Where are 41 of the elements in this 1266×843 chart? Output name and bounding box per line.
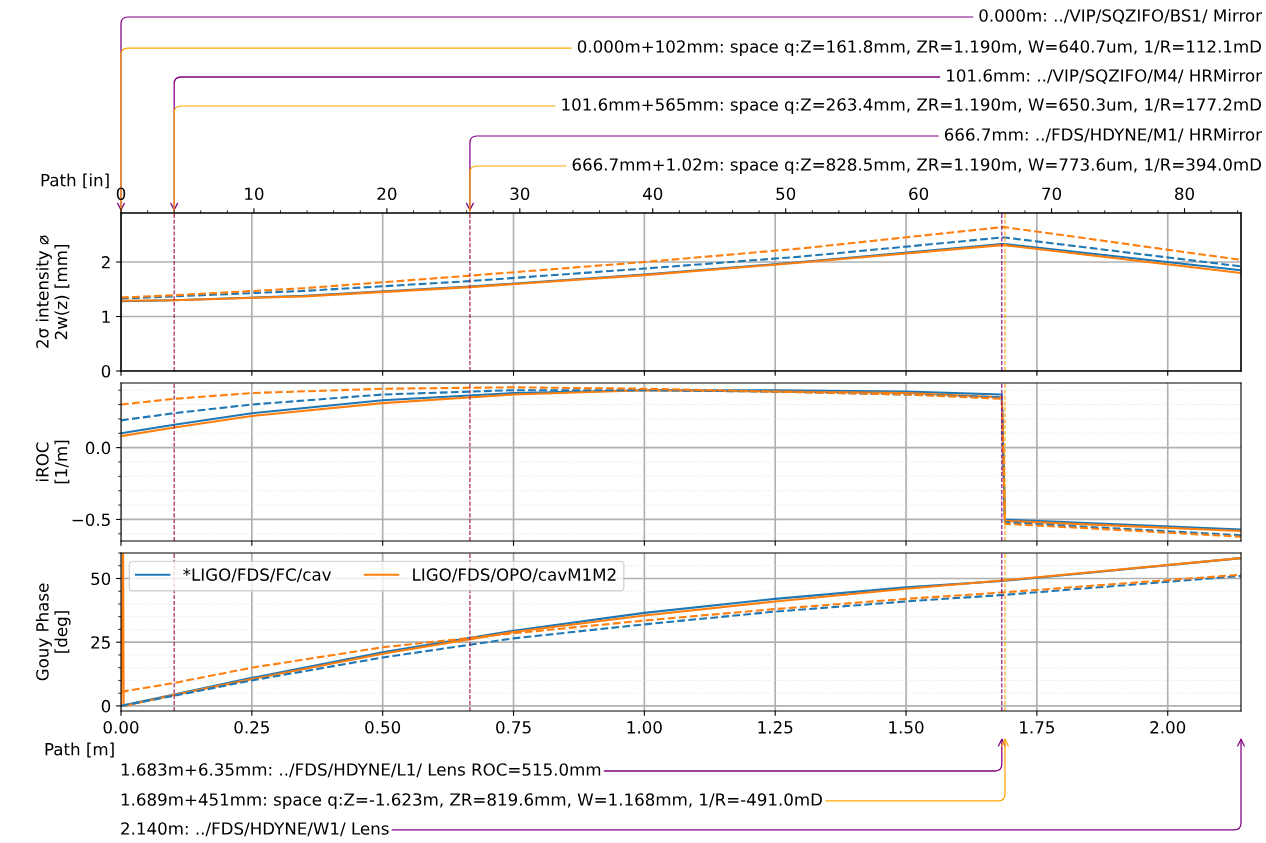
x-tick-label: 0.00 (103, 721, 139, 734)
x-tick-label: 1.00 (627, 721, 662, 734)
x-tick-label: 1.50 (889, 721, 924, 734)
x2-tick-label: 80 (1175, 187, 1194, 201)
y-tick-label: 2 (101, 256, 110, 269)
text: 666.7mm+1.02m: space q:Z=828.5mm, ZR=1.190m, W=773.6um, 1/R=394.0mD (572, 158, 1262, 175)
text: 1.689m+451mm: space q:Z=-1.623m, ZR=819.6mm, W=1.168mm, 1/R=-491.0mD (121, 793, 822, 810)
x-tick-label: 0.25 (234, 721, 269, 734)
y-tick-label: −0.5 (72, 513, 110, 527)
x2-tick-label: 30 (510, 187, 530, 201)
x2-tick-label: 10 (245, 187, 264, 201)
legend-label: LIGO/FDS/OPO/cavM1M2 (413, 568, 616, 583)
x-tick-label: 0.75 (496, 721, 531, 734)
x2-tick-label: 40 (642, 187, 663, 201)
x2-axis-title: Path [in] (41, 173, 109, 189)
x-tick-label: 1.75 (1020, 721, 1054, 734)
y-tick-label: 0 (101, 699, 111, 713)
x2-tick-label: 60 (909, 187, 929, 201)
y-tick-label: 50 (91, 572, 111, 586)
y-tick-label: 0 (101, 364, 111, 378)
x-tick-label: 1.25 (758, 721, 793, 734)
x2-tick-label: 50 (776, 187, 796, 201)
y-tick-label: 25 (91, 636, 110, 649)
y-tick-label: 1 (102, 310, 110, 323)
text: 1.683m+6.35mm: ../FDS/HDYNE/L1/ Lens ROC=515.0mm (121, 763, 601, 778)
text: 666.7mm: ../FDS/HDYNE/M1/ HRMirror (944, 127, 1262, 143)
x2-tick-label: 20 (377, 187, 397, 201)
text: 0.000m: ../VIP/SQZIFO/BS1/ Mirror (979, 8, 1262, 24)
y-tick-label: 0.0 (85, 441, 111, 455)
y-axis-title: 2σ intensity ⌀ 2w(z) [mm] (35, 235, 70, 348)
text: 101.6mm: ../VIP/SQZIFO/M4/ HRMirror (947, 68, 1262, 84)
text: 0.000m+102mm: space q:Z=161.8mm, ZR=1.190m, W=640.7um, 1/R=112.1mD (577, 40, 1262, 57)
text: 101.6mm+565mm: space q:Z=263.4mm, ZR=1.190m, W=650.3um, 1/R=177.2mD (562, 98, 1262, 115)
x2-tick-label: 70 (1042, 187, 1062, 201)
x-tick-label: 0.50 (365, 721, 401, 734)
y-axis-title: iROC [1/m] (35, 440, 70, 484)
legend-label: *LIGO/FDS/FC/cav (183, 568, 332, 583)
y-axis-title: Gouy Phase [deg] (35, 583, 71, 681)
text: 2.140m: ../FDS/HDYNE/W1/ Lens (121, 822, 389, 837)
x-tick-label: 2.00 (1150, 721, 1186, 734)
x-axis-title: Path [m] (45, 742, 114, 758)
